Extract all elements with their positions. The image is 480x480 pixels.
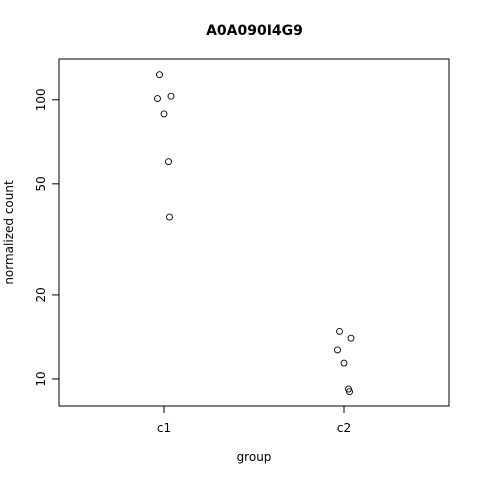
chart-title: A0A090I4G9 (206, 23, 303, 39)
x-tick-label: c2 (337, 421, 351, 435)
y-tick-label: 100 (34, 88, 48, 111)
y-tick-label: 20 (34, 287, 48, 302)
data-point (340, 359, 348, 367)
data-point (347, 334, 355, 342)
data-point (165, 158, 172, 166)
x-tick-label: c1 (157, 421, 171, 435)
plot-area (58, 58, 450, 407)
x-axis-label: group (237, 450, 272, 464)
data-point (166, 213, 173, 221)
data-point (154, 95, 161, 103)
data-point (167, 92, 175, 100)
y-tick-label: 50 (34, 176, 48, 191)
y-axis-label: normalized count (2, 180, 16, 285)
data-points (154, 71, 355, 396)
data-point (160, 110, 168, 118)
data-point (334, 346, 341, 354)
data-point (336, 327, 343, 335)
y-tick-label: 10 (34, 371, 48, 386)
data-point (156, 71, 163, 79)
x-axis: c1 c2 (157, 406, 351, 435)
y-axis: 10 20 50 100 (34, 88, 59, 387)
data-point (346, 388, 353, 396)
